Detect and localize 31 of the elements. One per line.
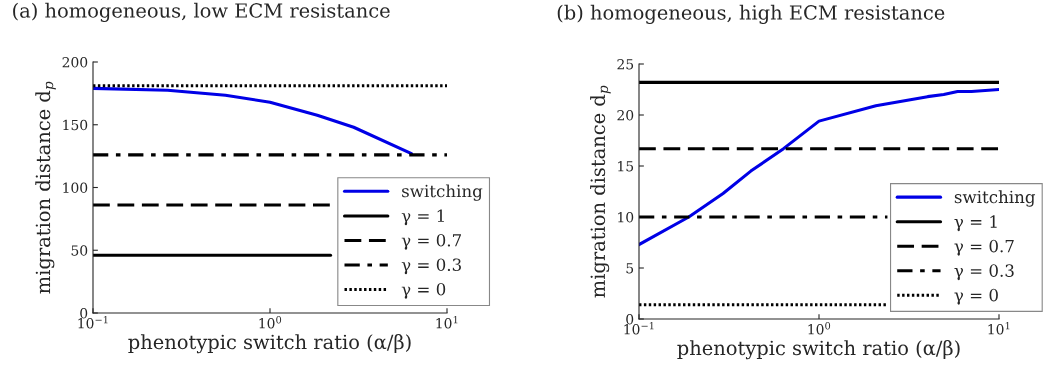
chart-title: (a) homogeneous, low ECM resistance — [13, 2, 390, 22]
legend-label: γ = 1 — [401, 209, 444, 226]
legend-label: γ = 0.7 — [401, 233, 461, 250]
y-tick-label: 10 — [618, 211, 634, 223]
x-tick-label: 10$^{0}$ — [808, 322, 831, 335]
legend-label: γ = 1 — [954, 215, 997, 232]
x-tick-label: 10$^{1}$ — [988, 322, 1010, 335]
legend-label: γ = 0.7 — [954, 239, 1014, 256]
y-tick-label: 200 — [62, 56, 88, 68]
legend-label: switching — [954, 190, 1036, 207]
y-axis-title: migration distance d$_{p}$ — [590, 85, 611, 298]
legend-label: γ = 0.3 — [954, 264, 1014, 281]
y-tick-label: 0 — [626, 313, 634, 325]
y-tick-label: 5 — [626, 263, 634, 274]
legend-label: γ = 0 — [401, 282, 446, 299]
y-axis-title: migration distance d$_{p}$ — [35, 81, 56, 294]
x-tick-label: 10$^{1}$ — [436, 316, 458, 329]
legend-label: γ = 0 — [954, 288, 998, 305]
y-tick-label: 100 — [63, 182, 88, 193]
y-tick-label: 15 — [618, 160, 634, 172]
x-axis-title: phenotypic switch ratio (α/β) — [128, 334, 411, 354]
y-tick-label: 25 — [617, 58, 634, 70]
x-tick-label: 10$^{0}$ — [259, 316, 282, 329]
y-tick-label: 150 — [63, 119, 88, 131]
chart-title: (b) homogeneous, high ECM resistance — [557, 4, 945, 24]
legend-label: γ = 0.3 — [401, 258, 461, 275]
y-tick-label: 0 — [80, 307, 88, 319]
y-tick-label: 20 — [617, 109, 634, 121]
legend-label: switching — [402, 184, 483, 201]
x-axis-title: phenotypic switch ratio (α/β) — [677, 340, 960, 360]
y-tick-label: 50 — [71, 245, 88, 256]
